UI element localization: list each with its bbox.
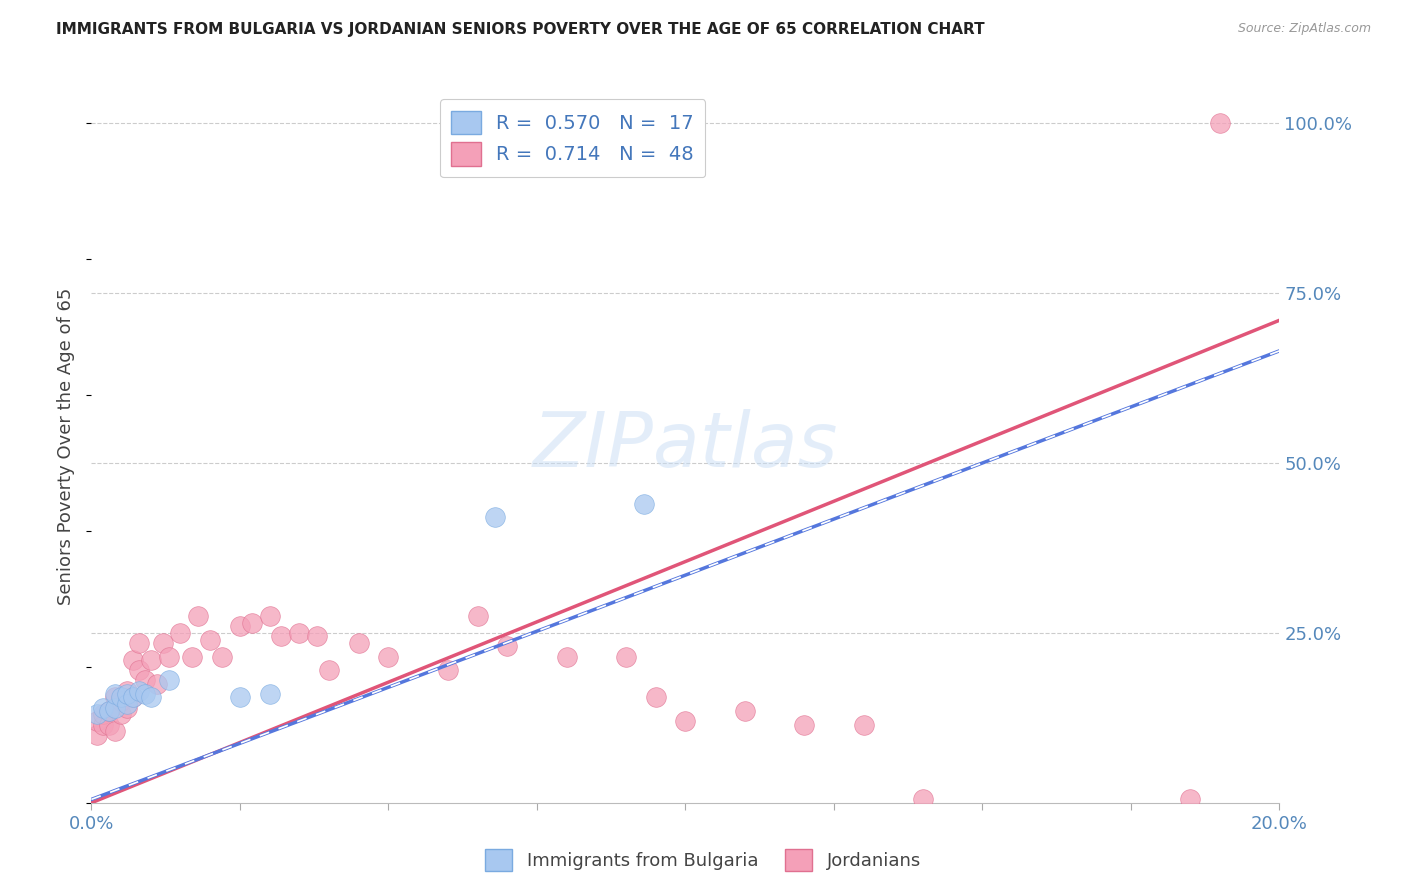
Point xyxy=(115,683,138,698)
Point xyxy=(128,636,150,650)
Point xyxy=(86,714,108,729)
Point xyxy=(496,640,519,654)
Point xyxy=(555,649,578,664)
Point xyxy=(270,629,292,643)
Point xyxy=(187,608,209,623)
Point xyxy=(139,653,162,667)
Text: IMMIGRANTS FROM BULGARIA VS JORDANIAN SENIORS POVERTY OVER THE AGE OF 65 CORRELA: IMMIGRANTS FROM BULGARIA VS JORDANIAN SE… xyxy=(56,22,984,37)
Point xyxy=(122,653,145,667)
Point xyxy=(377,649,399,664)
Point xyxy=(484,510,506,524)
Point xyxy=(259,608,281,623)
Point xyxy=(115,700,138,714)
Point xyxy=(169,626,191,640)
Point xyxy=(240,615,263,630)
Point xyxy=(1209,116,1232,130)
Point xyxy=(115,698,138,712)
Point xyxy=(122,690,145,705)
Point xyxy=(104,690,127,705)
Text: Source: ZipAtlas.com: Source: ZipAtlas.com xyxy=(1237,22,1371,36)
Point xyxy=(98,704,121,718)
Point xyxy=(104,700,127,714)
Point xyxy=(98,704,121,718)
Point xyxy=(134,673,156,688)
Point xyxy=(104,724,127,739)
Point xyxy=(911,792,934,806)
Y-axis label: Seniors Poverty Over the Age of 65: Seniors Poverty Over the Age of 65 xyxy=(58,287,76,605)
Point xyxy=(211,649,233,664)
Point xyxy=(157,649,180,664)
Point xyxy=(128,683,150,698)
Point xyxy=(152,636,174,650)
Point xyxy=(852,717,875,731)
Point xyxy=(734,704,756,718)
Point xyxy=(104,687,127,701)
Point xyxy=(128,663,150,677)
Point xyxy=(793,717,815,731)
Point xyxy=(110,690,132,705)
Point xyxy=(110,694,132,708)
Point xyxy=(644,690,666,705)
Point xyxy=(673,714,696,729)
Point xyxy=(436,663,458,677)
Point xyxy=(467,608,489,623)
Point xyxy=(181,649,204,664)
Point xyxy=(139,690,162,705)
Point xyxy=(157,673,180,688)
Point xyxy=(259,687,281,701)
Legend: Immigrants from Bulgaria, Jordanians: Immigrants from Bulgaria, Jordanians xyxy=(478,842,928,879)
Legend: R =  0.570   N =  17, R =  0.714   N =  48: R = 0.570 N = 17, R = 0.714 N = 48 xyxy=(440,99,706,178)
Point xyxy=(318,663,340,677)
Point xyxy=(633,497,655,511)
Point xyxy=(91,700,114,714)
Point xyxy=(145,677,167,691)
Point xyxy=(115,687,138,701)
Point xyxy=(134,687,156,701)
Text: ZIPatlas: ZIPatlas xyxy=(533,409,838,483)
Point xyxy=(288,626,311,640)
Point xyxy=(122,690,145,705)
Point xyxy=(614,649,637,664)
Point xyxy=(86,728,108,742)
Point xyxy=(86,707,108,722)
Point xyxy=(91,717,114,731)
Point xyxy=(110,707,132,722)
Point xyxy=(98,717,121,731)
Point xyxy=(91,707,114,722)
Point xyxy=(229,690,252,705)
Point xyxy=(347,636,370,650)
Point xyxy=(1180,792,1202,806)
Point xyxy=(200,632,222,647)
Point xyxy=(307,629,329,643)
Point xyxy=(229,619,252,633)
